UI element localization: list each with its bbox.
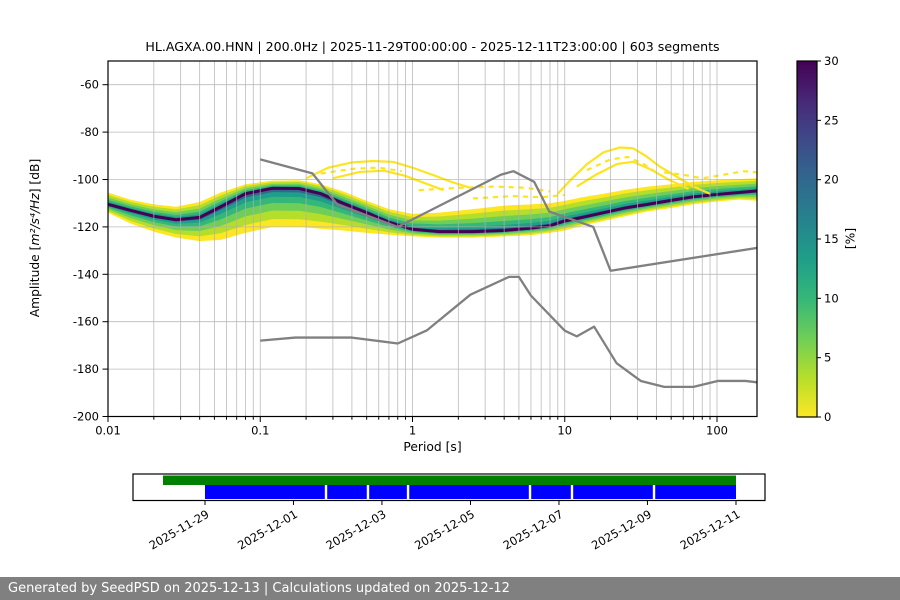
grid-lines (108, 61, 757, 417)
colorbar: 0 5 10 15 20 25 30 (796, 54, 839, 424)
colorbar-tick-label: 25 (824, 113, 839, 127)
y-tick-label: -120 (73, 220, 99, 234)
timeline-gap (366, 485, 370, 499)
ppsd-band (108, 178, 757, 242)
y-tick-label: -200 (73, 410, 99, 424)
timeline: 2025-11-29 2025-12-01 2025-12-03 2025-12-05… (132, 473, 766, 553)
timeline-date-label: 2025-12-07 (501, 507, 566, 553)
timeline-gap (406, 485, 410, 499)
colorbar-tick-label: 5 (824, 351, 831, 365)
chart-title: HL.AGXA.00.HNN | 200.0Hz | 2025-11-29T00… (145, 39, 720, 54)
timeline-gap (652, 485, 656, 499)
timeline-gap (528, 485, 532, 499)
ppsd-chart: 0.01 0.1 1 10 100-60-80-100-120-140-160-180-… (73, 54, 839, 553)
x-tick-label: 0.01 (95, 424, 121, 438)
y-tick-label: -140 (73, 267, 99, 281)
timeline-date-label: 2025-12-01 (235, 507, 300, 553)
colorbar-tick-label: 15 (824, 232, 839, 246)
x-axis-label: Period [s] (403, 440, 462, 454)
axes-border (107, 60, 758, 418)
timeline-date-label: 2025-12-11 (678, 507, 743, 553)
footer-bar: Generated by SeedPSD on 2025-12-13 | Cal… (0, 577, 900, 600)
timeline-date-label: 2025-11-29 (147, 507, 212, 553)
colorbar-tick-label: 0 (824, 410, 831, 424)
colorbar-tick-label: 10 (824, 291, 839, 305)
timeline-psd-coverage-bar (204, 485, 736, 499)
y-tick-label: -100 (73, 173, 99, 187)
y-tick-label: -180 (73, 362, 99, 376)
y-tick-label: -160 (73, 315, 99, 329)
timeline-date-label: 2025-12-03 (324, 507, 389, 553)
y-tick-label: -80 (80, 125, 99, 139)
nhnm-line (259, 158, 757, 272)
x-tick-label: 10 (557, 424, 572, 438)
y-tick-label: -60 (80, 78, 99, 92)
colorbar-tick-label: 30 (824, 54, 839, 68)
axis-ticks (102, 84, 718, 422)
colorbar-tick-label: 20 (824, 173, 839, 187)
nlnm-line (260, 275, 757, 389)
timeline-gap (570, 485, 574, 499)
timeline-date-label: 2025-12-05 (412, 507, 477, 553)
x-tick-label: 1 (409, 424, 416, 438)
noise-model-lines (259, 158, 757, 389)
x-tick-label: 100 (706, 424, 728, 438)
timeline-data-coverage-bar (163, 475, 736, 485)
timeline-date-label: 2025-12-09 (589, 507, 654, 553)
footer-text: Generated by SeedPSD on 2025-12-13 | Cal… (8, 581, 510, 596)
timeline-gap (324, 485, 328, 499)
x-tick-label: 0.1 (251, 424, 269, 438)
